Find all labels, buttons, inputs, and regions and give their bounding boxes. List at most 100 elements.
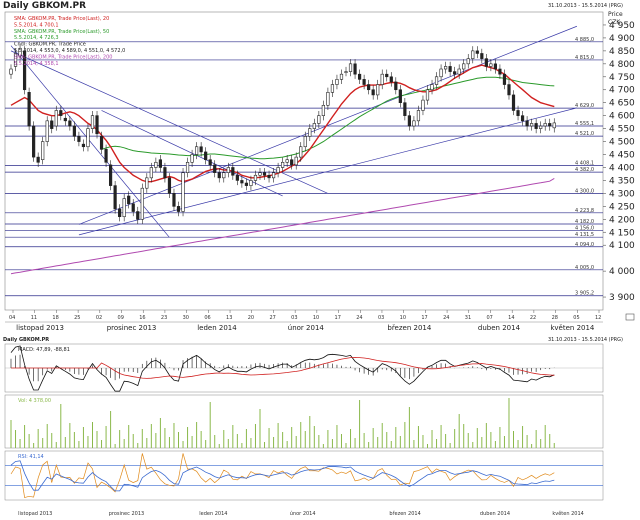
rsi-signal-line bbox=[10, 460, 555, 492]
candle-body bbox=[412, 120, 416, 127]
candle-body bbox=[176, 206, 181, 212]
x-tick-label: 20 bbox=[248, 315, 254, 321]
candle-body bbox=[113, 185, 117, 210]
candle-body bbox=[530, 123, 534, 127]
level-label: 4 223,8 bbox=[575, 208, 594, 214]
candle-body bbox=[285, 159, 289, 163]
candle-body bbox=[217, 172, 221, 179]
macd-label: MACD: 47,89, -88,81 bbox=[18, 347, 70, 353]
candle-body bbox=[294, 156, 298, 166]
candle-body bbox=[484, 58, 488, 67]
lower-month-label: květen 2014 bbox=[552, 510, 583, 517]
candle-body bbox=[489, 63, 493, 67]
macd-panel-title: Daily GBKOM.PR bbox=[3, 337, 49, 343]
candle-body bbox=[453, 71, 457, 75]
x-tick-label: 22 bbox=[530, 315, 536, 321]
candle-body bbox=[276, 167, 280, 173]
x-tick-label: 09 bbox=[118, 315, 124, 321]
lower-month-label: prosinec 2013 bbox=[109, 511, 144, 517]
level-label: 4 300,0 bbox=[575, 188, 594, 194]
candle-body bbox=[448, 66, 452, 72]
month-label: leden 2014 bbox=[197, 324, 237, 332]
x-tick-label: 17 bbox=[421, 315, 427, 321]
candle-body bbox=[552, 122, 556, 129]
candle-body bbox=[13, 53, 18, 67]
candle-body bbox=[511, 94, 516, 111]
candle-body bbox=[321, 104, 325, 116]
candle-body bbox=[407, 115, 411, 127]
candle-body bbox=[54, 110, 58, 127]
sma-200-line bbox=[10, 177, 555, 275]
candle-body bbox=[27, 92, 31, 127]
candle-body bbox=[22, 50, 27, 91]
lower-month-label: leden 2014 bbox=[199, 511, 227, 517]
candle-body bbox=[262, 172, 267, 176]
candle-body bbox=[136, 211, 140, 220]
rsi-line bbox=[10, 453, 555, 499]
candle-body bbox=[398, 89, 402, 103]
price-plot-frame bbox=[4, 11, 604, 311]
candle-body bbox=[457, 68, 461, 75]
y-tick-label: 4 850 bbox=[609, 47, 635, 57]
candle-body bbox=[36, 156, 40, 163]
candle-body bbox=[421, 99, 425, 111]
x-tick-label: 10 bbox=[400, 315, 406, 321]
month-label: duben 2014 bbox=[478, 324, 521, 332]
candle-body bbox=[244, 182, 249, 186]
y-tick-label: 4 900 bbox=[609, 34, 635, 44]
candle-body bbox=[539, 125, 543, 129]
candle-body bbox=[41, 141, 45, 161]
candle-body bbox=[357, 73, 362, 80]
candle-body bbox=[118, 208, 122, 218]
x-tick-label: 05 bbox=[573, 315, 579, 321]
candle-body bbox=[335, 79, 339, 85]
candle-body bbox=[516, 110, 520, 116]
level-label: 4 382,0 bbox=[575, 167, 594, 173]
level-label: 4 555,1 bbox=[575, 121, 594, 127]
y-tick-label: 4 800 bbox=[609, 60, 635, 70]
candle-body bbox=[430, 84, 434, 91]
candle-body bbox=[127, 195, 131, 205]
sma-50-line bbox=[101, 76, 555, 160]
candle-body bbox=[344, 71, 348, 73]
y-tick-label: 4 250 bbox=[609, 202, 635, 212]
trendline bbox=[78, 25, 578, 225]
candle-body bbox=[9, 68, 13, 75]
y-tick-label: 4 400 bbox=[609, 163, 635, 173]
x-tick-label: 24 bbox=[356, 315, 362, 321]
candle-body bbox=[303, 136, 307, 148]
x-tick-label: 04 bbox=[9, 315, 15, 321]
candle-body bbox=[339, 73, 344, 80]
y-tick-label: 4 950 bbox=[609, 21, 635, 31]
currency-label: CZK bbox=[608, 19, 621, 26]
x-tick-label: 27 bbox=[269, 315, 275, 321]
candle-body bbox=[208, 159, 212, 166]
candle-body bbox=[380, 73, 384, 85]
x-tick-label: 23 bbox=[161, 315, 167, 321]
candle-body bbox=[326, 92, 330, 106]
x-tick-label: 28 bbox=[552, 315, 558, 321]
level-label: 3 905,2 bbox=[575, 291, 594, 297]
candle-body bbox=[145, 177, 149, 189]
candle-body bbox=[480, 53, 484, 59]
level-label: 4 629,0 bbox=[575, 103, 594, 109]
candle-body bbox=[235, 174, 239, 181]
candle-body bbox=[281, 161, 285, 168]
candle-body bbox=[471, 50, 475, 59]
candle-body bbox=[367, 84, 371, 91]
level-label: 4 156,0 bbox=[575, 226, 594, 232]
x-tick-label: 02 bbox=[96, 315, 102, 321]
candle-body bbox=[213, 164, 217, 173]
candle-body bbox=[172, 193, 176, 207]
candle-body bbox=[371, 89, 375, 96]
candle-body bbox=[253, 174, 258, 181]
candle-body bbox=[534, 123, 538, 129]
month-label: listopad 2013 bbox=[16, 324, 64, 332]
candle-body bbox=[317, 115, 321, 124]
x-tick-label: 24 bbox=[443, 315, 449, 321]
x-tick-label: 11 bbox=[31, 315, 37, 321]
x-tick-label: 18 bbox=[52, 315, 58, 321]
candle-body bbox=[376, 84, 380, 96]
